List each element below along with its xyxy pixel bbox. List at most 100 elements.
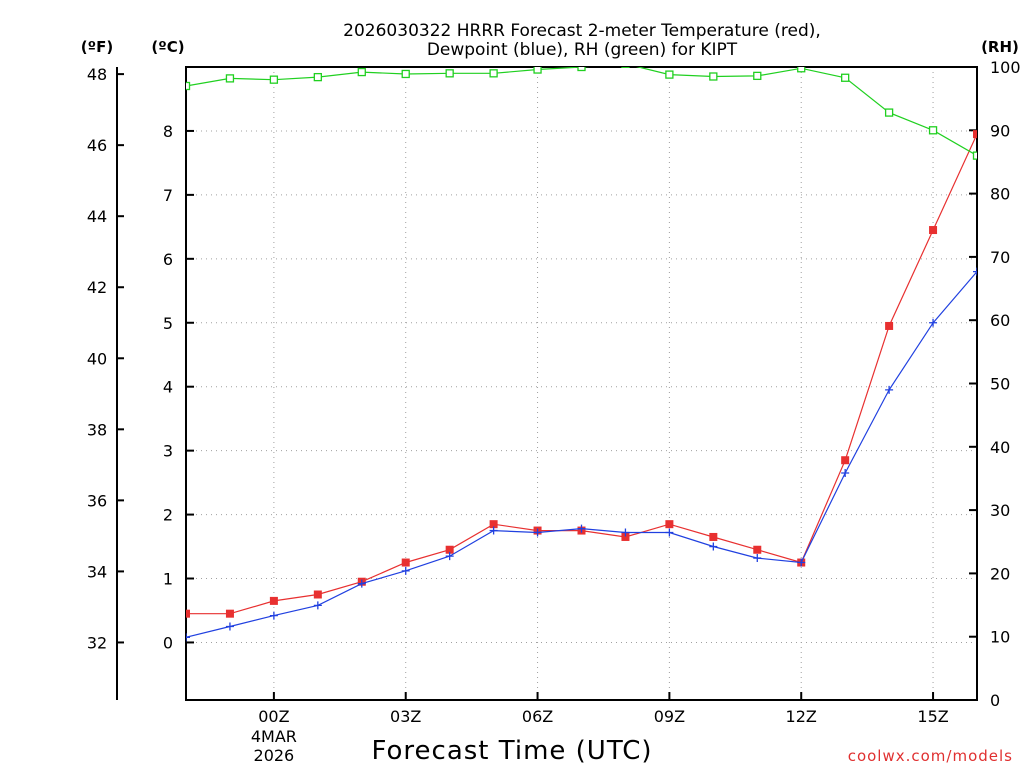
- dewpoint-point: [973, 267, 977, 276]
- axes: [116, 66, 978, 701]
- dewpoint-point: [186, 633, 190, 642]
- rh-point: [445, 69, 454, 78]
- fahrenheit-tick-label: 36: [87, 491, 107, 510]
- fahrenheit-tick-label: 42: [87, 278, 107, 297]
- rh-tick-label: 50: [990, 375, 1010, 394]
- fahrenheit-unit-label: (ºF): [81, 38, 113, 56]
- x-tick-sublabel: 2026: [254, 746, 295, 765]
- temperature-point: [313, 590, 322, 599]
- rh-point: [313, 72, 322, 82]
- dewpoint-point: [357, 579, 366, 588]
- temperature-point: [709, 532, 718, 541]
- rh-tick-label: 20: [990, 564, 1010, 583]
- dewpoint-point: [489, 526, 498, 535]
- temperature-point: [973, 130, 977, 139]
- dewpoint-point: [929, 318, 938, 327]
- dewpoint-point: [401, 566, 410, 575]
- dewpoint-point: [225, 622, 234, 631]
- temperature-point: [489, 520, 498, 529]
- temperature-point: [885, 321, 894, 330]
- temperature-point: [186, 609, 190, 618]
- temperature-point: [225, 609, 234, 618]
- fahrenheit-tick-label: 44: [87, 207, 107, 226]
- rh-tick-label: 70: [990, 248, 1010, 267]
- rh-point: [797, 67, 806, 73]
- rh-tick-label: 0: [990, 691, 1000, 710]
- rh-point: [357, 67, 366, 77]
- temperature-point: [753, 545, 762, 554]
- data-series: [186, 67, 977, 642]
- x-tick-sublabel: 4MAR: [251, 727, 297, 746]
- source-credit: coolwx.com/models: [848, 747, 1013, 765]
- dewpoint-point: [269, 611, 278, 620]
- dewpoint-point: [577, 524, 586, 533]
- rh-tick-label: 30: [990, 501, 1010, 520]
- celsius-tick-label: 3: [163, 442, 173, 461]
- celsius-unit-label: (ºC): [151, 38, 184, 56]
- dewpoint-point: [885, 385, 894, 394]
- fahrenheit-tick-label: 32: [87, 633, 107, 652]
- temperature-point: [841, 456, 850, 465]
- celsius-tick-label: 2: [163, 506, 173, 525]
- dewpoint-point: [445, 552, 454, 561]
- fahrenheit-tick-label: 46: [87, 136, 107, 155]
- celsius-tick-label: 7: [163, 186, 173, 205]
- rh-point: [225, 74, 235, 83]
- x-tick-label: 03Z: [390, 707, 421, 726]
- temperature-line: [186, 133, 977, 615]
- x-tick-label: 00Z: [258, 707, 289, 726]
- rh-tick-label: 80: [990, 185, 1010, 204]
- rh-point: [621, 67, 630, 68]
- rh-tick-label: 10: [990, 628, 1010, 647]
- chart-title-line-1: 2026030322 HRRR Forecast 2-meter Tempera…: [343, 21, 821, 41]
- fahrenheit-tick-label: 34: [87, 562, 107, 581]
- dewpoint-point: [621, 528, 630, 537]
- rh-line: [186, 67, 977, 157]
- fahrenheit-tick-label: 38: [87, 420, 107, 439]
- rh-point: [972, 151, 977, 160]
- rh-point: [401, 69, 410, 79]
- rh-point: [489, 69, 498, 78]
- rh-point: [577, 67, 586, 72]
- dewpoint-point: [841, 469, 850, 478]
- rh-point: [269, 75, 279, 84]
- rh-point: [665, 70, 674, 79]
- rh-point: [928, 126, 938, 135]
- x-tick-label: 12Z: [786, 707, 817, 726]
- rh-point: [753, 71, 762, 81]
- rh-point: [709, 72, 718, 81]
- fahrenheit-tick-label: 40: [87, 349, 107, 368]
- temperature-point: [929, 226, 938, 235]
- rh-point: [533, 67, 542, 74]
- temperature-point: [621, 532, 630, 541]
- rh-unit-label: (RH): [981, 38, 1019, 56]
- chart-title-line-2: Dewpoint (blue), RH (green) for KIPT: [427, 40, 738, 60]
- rh-point: [841, 73, 850, 82]
- temperature-point: [401, 558, 410, 567]
- rh-tick-label: 100: [990, 58, 1021, 77]
- fahrenheit-tick-label: 48: [87, 65, 107, 84]
- x-axis-title: Forecast Time (UTC): [371, 736, 652, 766]
- rh-tick-label: 40: [990, 438, 1010, 457]
- dewpoint-point: [753, 554, 762, 563]
- x-tick-label: 06Z: [522, 707, 553, 726]
- celsius-tick-label: 1: [163, 570, 173, 589]
- dewpoint-point: [533, 528, 542, 537]
- dewpoint-point: [709, 542, 718, 551]
- celsius-tick-label: 8: [163, 122, 173, 141]
- dewpoint-point: [665, 528, 674, 537]
- temperature-point: [269, 596, 278, 605]
- dewpoint-point: [797, 558, 806, 567]
- x-tick-label: 09Z: [654, 707, 685, 726]
- rh-point: [186, 81, 191, 91]
- rh-point: [884, 108, 894, 117]
- temperature-point: [445, 545, 454, 554]
- celsius-tick-label: 4: [163, 378, 173, 397]
- dewpoint-point: [313, 601, 322, 610]
- celsius-tick-label: 0: [163, 633, 173, 652]
- rh-tick-label: 90: [990, 121, 1010, 140]
- x-tick-label: 15Z: [917, 707, 948, 726]
- rh-tick-label: 60: [990, 311, 1010, 330]
